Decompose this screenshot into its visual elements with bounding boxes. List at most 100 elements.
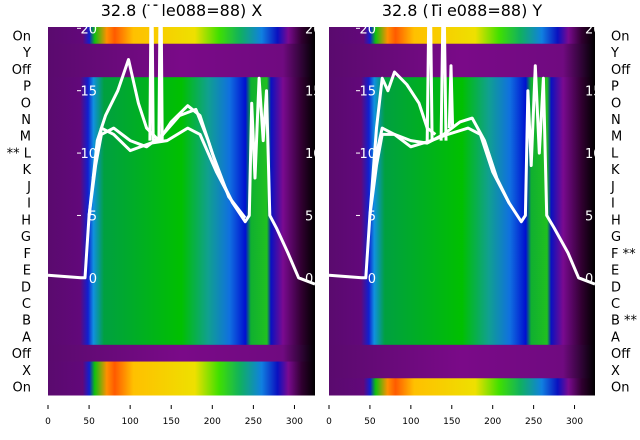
heatmap-row [48,227,315,245]
row-label: On [611,381,629,396]
x-tick-label: 300 [286,417,303,427]
y-tick-label: 20 [359,22,376,37]
heatmap-row [329,177,595,195]
y-tick-label: 20 [80,22,97,37]
heatmap-row [329,244,595,262]
row-label: On [13,381,31,396]
y-tick-label: 0 [89,272,97,287]
row-label: I [27,197,31,212]
row-label: B ** [611,314,638,329]
row-label: G [611,230,621,245]
row-label: I [611,197,615,212]
x-tick-label: 200 [484,417,501,427]
heatmap-row [48,378,315,396]
row-label: F [24,247,31,262]
heatmap-row [329,27,595,45]
heatmap-row [329,378,595,396]
heatmap-row [329,110,595,128]
heatmap-row [48,294,315,312]
x-tick-label: 200 [204,417,221,427]
row-label: C [22,297,31,312]
heatmap-row [48,277,315,296]
heatmap-row [48,328,315,346]
heatmap-row [48,344,315,363]
row-label: C [611,297,620,312]
row-label: M [20,130,31,145]
y-tick-label-right: 15 [585,85,602,100]
row-label: E [23,264,31,279]
heatmap-row [48,244,315,262]
y-tick-label-right: 0 [305,272,313,287]
row-label: X [611,364,620,379]
x-tick-label: 100 [402,417,419,427]
row-label: K [611,163,620,178]
y-tick-label: 15 [80,85,97,100]
series-line-trace-3 [372,126,511,204]
row-label: E [611,264,619,279]
series-line-trace-3 [91,126,235,204]
row-label: N [611,113,621,128]
row-label: Off [12,63,32,78]
row-label: Y [610,46,619,61]
row-label: P [611,80,619,95]
y-tick-label: 0 [368,272,376,287]
heatmap-row [329,277,595,296]
heatmap-row [329,328,595,346]
heatmap-row [48,144,315,162]
x-tick-label: 0 [45,417,51,427]
row-label: A [611,330,620,345]
series-line-trace-2 [368,70,437,216]
row-label: ** L [7,146,32,161]
row-label: A [22,330,31,345]
heatmap-row [329,261,595,279]
x-tick-label: 50 [364,417,376,427]
series-line-spike-2 [157,0,164,141]
row-label: K [22,163,31,178]
row-label: Off [611,63,631,78]
y-tick-label-right: 10 [305,147,322,162]
row-label: F ** [611,247,636,262]
heatmap-row [48,177,315,195]
heatmap-row [329,344,595,363]
heatmap-row [48,127,315,145]
series-line-spike-3 [447,64,455,129]
y-tick-label: 15 [359,85,376,100]
heatmap-row [329,211,595,229]
y-tick-label-right: 5 [585,209,593,224]
row-label: D [611,280,621,295]
x-tick-label: 150 [443,417,460,427]
row-label: Off [12,347,32,362]
y-tick-label-right: 10 [585,147,602,162]
row-label: B [22,314,31,329]
x-tick-label: 250 [525,417,542,427]
x-tick-label: 300 [566,417,583,427]
row-label: H [611,213,621,228]
heatmap-row [48,361,315,379]
heatmap-row [48,27,315,45]
row-label: D [21,280,31,295]
heatmap-row [329,43,595,61]
y-tick-label-right: 15 [305,85,322,100]
heatmap-row [48,60,315,78]
y-tick-label: 10 [80,147,97,162]
row-label: P [23,80,31,95]
series-line-spike-1 [148,0,155,141]
heatmap-row [329,294,595,312]
row-label: J [26,180,31,195]
row-label: L [611,146,619,161]
row-label: On [611,29,629,44]
heatmap-row [329,311,595,329]
x-tick-label: 250 [245,417,262,427]
series-line-spike-2 [439,0,448,141]
heatmap-row [48,311,315,329]
x-tick-label: 50 [83,417,95,427]
heatmap-row [329,144,595,162]
chart-title: 32.8 (Tile088=88) X [101,1,263,20]
row-label: H [21,213,31,228]
heatmap-row [329,160,595,179]
row-label: O [21,96,31,111]
